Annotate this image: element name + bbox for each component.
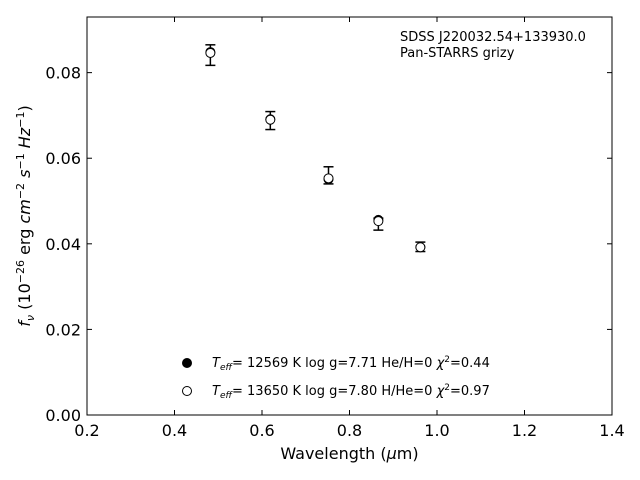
y-tick-label: 0.02 — [45, 320, 81, 339]
model-2-point — [323, 173, 334, 184]
legend-label-model-1: Teff= 12569 K log g=7.71 He/H=0 χ2=0.44 — [212, 355, 490, 373]
x-tick-label: 0.6 — [249, 421, 274, 440]
y-tick-label: 0.04 — [45, 235, 81, 254]
data-markers — [205, 47, 426, 253]
y-tick-label: 0.06 — [45, 149, 81, 168]
x-tick-label: 0.8 — [337, 421, 362, 440]
model-2-point — [415, 242, 426, 253]
annotation-line-1: SDSS J220032.54+133930.0 — [400, 30, 586, 45]
x-tick-label: 1.0 — [424, 421, 449, 440]
legend: Teff= 12569 K log g=7.71 He/H=0 χ2=0.44 … — [182, 355, 490, 401]
x-tick-label: 0.4 — [162, 421, 187, 440]
legend-label-model-2: Teff= 13650 K log g=7.80 H/He=0 χ2=0.97 — [212, 383, 490, 401]
axis-ticks: 0.2 0.4 0.6 0.8 1.0 1.2 1.4 0.00 0.02 0.04 0.06 0.0… — [45, 17, 625, 440]
x-tick-label: 0.2 — [74, 421, 99, 440]
annotation-line-2: Pan-STARRS grizy — [400, 46, 515, 61]
x-tick-label: 1.4 — [599, 421, 624, 440]
model-2-point — [205, 47, 216, 58]
legend-marker-model-1 — [182, 358, 192, 368]
y-tick-label: 0.00 — [45, 406, 81, 425]
error-bars — [205, 44, 426, 253]
y-tick-label: 0.08 — [45, 64, 81, 83]
model-2-point — [373, 216, 384, 227]
legend-marker-model-2 — [182, 386, 192, 396]
y-axis-title: fν (10−26 erg cm−2 s−1 Hz−1) — [14, 105, 37, 326]
model-2-point — [265, 114, 276, 125]
x-tick-label: 1.2 — [512, 421, 537, 440]
x-axis-title: Wavelength (μm) — [280, 444, 418, 463]
